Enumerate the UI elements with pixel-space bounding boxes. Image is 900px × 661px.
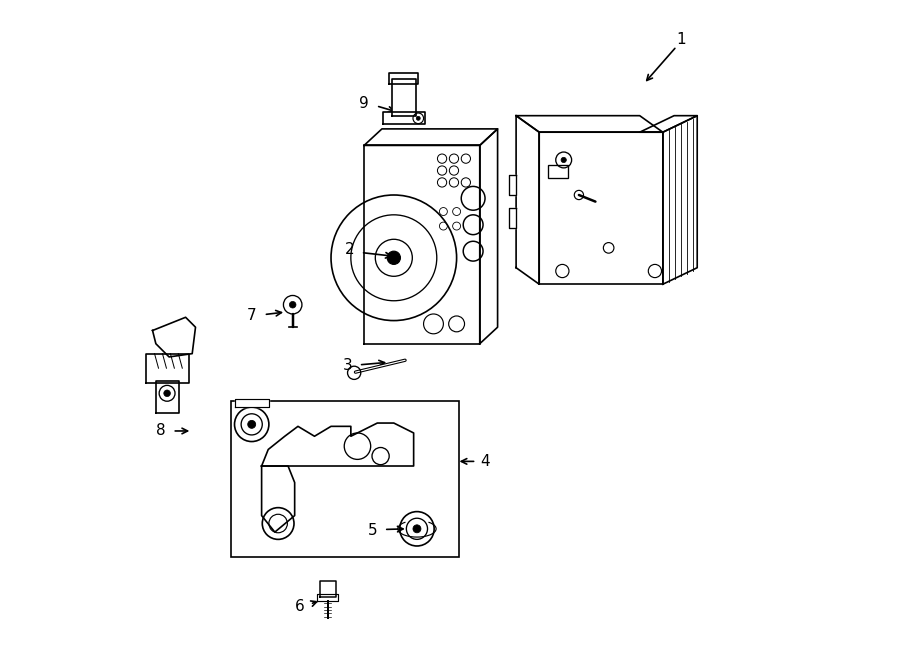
Text: 9: 9 [359,97,369,111]
Polygon shape [516,116,662,132]
Text: 2: 2 [345,243,355,257]
Circle shape [417,116,420,120]
Polygon shape [662,116,698,284]
Circle shape [413,525,421,533]
Text: 8: 8 [157,424,166,438]
Polygon shape [382,112,425,124]
Circle shape [290,301,296,308]
Polygon shape [509,208,516,228]
Polygon shape [320,581,336,597]
Polygon shape [392,79,416,116]
Polygon shape [364,145,480,344]
Polygon shape [389,73,419,84]
Text: 7: 7 [247,309,256,323]
Circle shape [248,420,256,428]
Text: 4: 4 [481,454,490,469]
Polygon shape [146,354,189,383]
Bar [548,165,568,178]
Text: 1: 1 [677,32,686,47]
Polygon shape [480,129,498,344]
Text: 6: 6 [294,600,304,614]
Polygon shape [539,132,662,284]
Polygon shape [262,423,414,466]
Text: 5: 5 [368,523,377,537]
Polygon shape [153,317,195,357]
Polygon shape [640,116,698,132]
Polygon shape [364,129,498,145]
Circle shape [561,157,566,163]
Bar [230,401,459,557]
Polygon shape [156,381,179,413]
Polygon shape [262,466,294,532]
Circle shape [164,390,170,397]
Polygon shape [509,175,516,195]
Text: 3: 3 [343,358,353,373]
Circle shape [387,251,400,264]
Polygon shape [317,594,338,601]
Polygon shape [516,116,539,284]
Polygon shape [235,399,269,407]
